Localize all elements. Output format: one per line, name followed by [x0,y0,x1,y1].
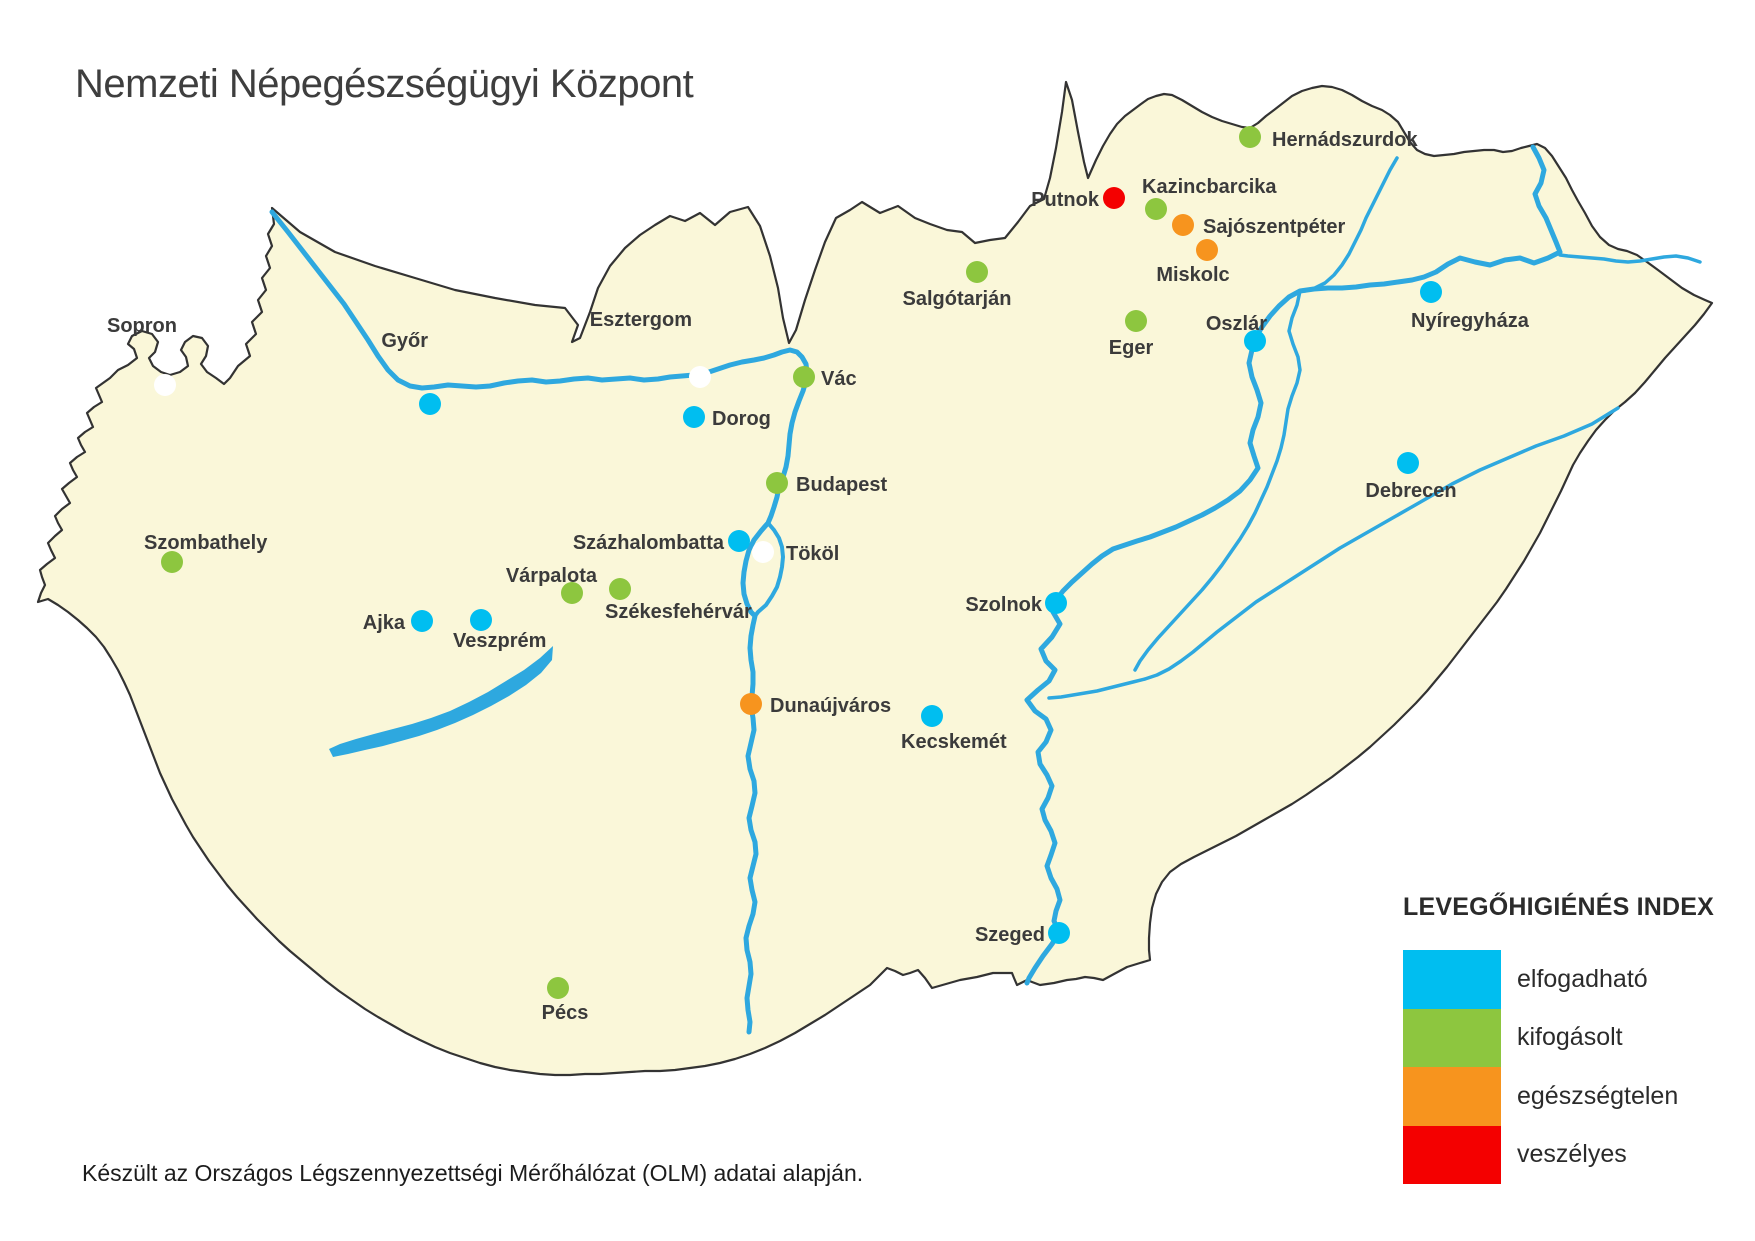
city-label-varpalota: Várpalota [506,565,598,587]
city-label-szombathely: Szombathely [144,532,268,554]
city-dot-pecs [547,977,569,999]
city-label-oszlar: Oszlár [1206,313,1267,335]
city-dot-debrecen [1397,452,1419,474]
city-label-eger: Eger [1109,337,1154,359]
city-label-esztergom: Esztergom [590,309,692,331]
city-dot-tokol [752,541,774,563]
city-dot-veszprem [470,609,492,631]
lake-balaton [329,646,553,757]
city-label-debrecen: Debrecen [1365,480,1456,502]
river-tisza [1024,144,1563,986]
city-label-putnok: Putnok [1031,189,1100,211]
city-dot-putnok [1103,187,1125,209]
legend-row-elfogadhato: elfogadható [1403,950,1743,1009]
legend-swatch-elfogadhato [1403,950,1501,1009]
city-label-ajka: Ajka [363,612,406,634]
city-markers [154,126,1442,999]
city-label-kazincbarcika: Kazincbarcika [1142,176,1277,198]
city-label-sopron: Sopron [107,315,177,337]
air-quality-legend: LEVEGŐHIGIÉNÉS INDEX elfogadható kifogáso… [1403,893,1743,1184]
city-dot-esztergom [689,366,711,388]
city-dot-szazhalombatta [728,530,750,552]
city-dot-nyiregyhaza [1420,281,1442,303]
page-title: Nemzeti Népegészségügyi Központ [75,62,694,106]
city-dot-hernadszurdok [1239,126,1261,148]
city-label-dunaujvaros: Dunaújváros [770,695,891,717]
legend-title: LEVEGŐHIGIÉNÉS INDEX [1403,893,1715,921]
city-label-szeged: Szeged [975,924,1045,946]
city-dot-szolnok [1045,592,1067,614]
city-dot-budapest [766,472,788,494]
city-label-szazhalombatta: Százhalombatta [573,532,725,554]
hungary-border [36,80,1714,1077]
city-label-miskolc: Miskolc [1156,264,1229,286]
city-label-sajoszentpeter: Sajószentpéter [1203,216,1345,238]
legend-swatch-veszelyes [1403,1125,1501,1184]
city-dot-szeged [1048,922,1070,944]
city-label-pecs: Pécs [542,1002,589,1024]
city-label-hernadszurdok: Hernádszurdok [1272,129,1418,151]
city-dot-sopron [154,374,176,396]
legend-label-elfogadhato: elfogadható [1517,964,1648,993]
city-dot-salgotarjan [966,261,988,283]
city-dot-szombathely [161,551,183,573]
river-koros [1047,406,1620,700]
city-dot-gyor [419,393,441,415]
city-label-salgotarjan: Salgótarján [903,288,1012,310]
city-label-dorog: Dorog [712,408,771,430]
legend-row-egeszsegtelen: egészségtelen [1403,1067,1743,1126]
river-szamos [1558,253,1702,264]
legend-row-veszelyes: veszélyes [1403,1125,1743,1184]
legend-swatch-egeszsegtelen [1403,1067,1501,1126]
city-dot-dunaujvaros [740,693,762,715]
source-caption: Készült az Országos Légszennyezettségi M… [82,1160,864,1186]
legend-label-egeszsegtelen: egészségtelen [1517,1081,1679,1110]
city-label-gyor: Győr [381,330,428,352]
city-dot-dorog [683,406,705,428]
city-dot-ajka [411,610,433,632]
city-label-tokol: Tököl [786,543,839,565]
river-eastern-channel [1133,289,1302,672]
city-label-budapest: Budapest [796,474,887,496]
city-label-nyiregyhaza: Nyíregyháza [1411,310,1530,332]
river-bodrog [1298,156,1399,293]
city-dot-eger [1125,310,1147,332]
legend-label-veszelyes: veszélyes [1517,1140,1627,1169]
city-dot-kazincbarcika [1145,198,1167,220]
city-dot-miskolc [1196,239,1218,261]
city-dot-kecskemet [921,705,943,727]
city-label-veszprem: Veszprém [453,630,546,652]
city-label-vac: Vác [821,368,857,390]
legend-rows: elfogadható kifogásolt egészségtelen veszél… [1403,950,1743,1184]
rivers [269,144,1702,1035]
legend-label-kifogasolt: kifogásolt [1517,1023,1623,1052]
city-dot-sajoszentpeter [1172,214,1194,236]
city-dot-oszlar [1244,330,1266,352]
river-danube-csepel-branch [753,521,785,618]
city-dot-varpalota [561,582,583,604]
legend-swatch-kifogasolt [1403,1008,1501,1067]
city-dot-vac [793,366,815,388]
city-dot-szekesfehervar [609,578,631,600]
city-label-kecskemet: Kecskemét [901,731,1007,753]
legend-row-kifogasolt: kifogásolt [1403,1008,1743,1067]
city-label-szolnok: Szolnok [965,594,1043,616]
city-label-szekesfehervar: Székesfehérvár [605,601,752,623]
city-labels: Sopron Győr Szombathely Ajka Veszprém Várpalo… [107,129,1530,1024]
river-danube [269,209,810,1035]
